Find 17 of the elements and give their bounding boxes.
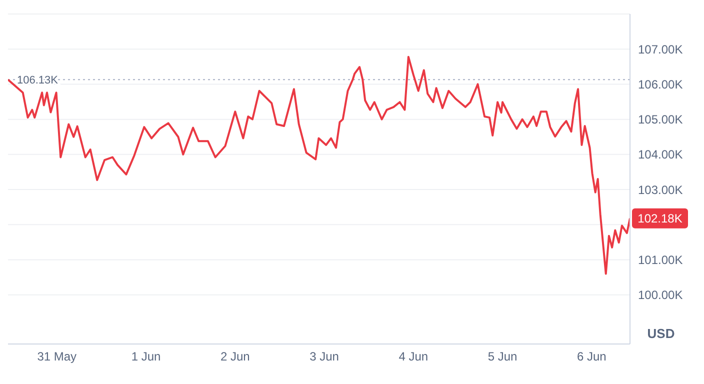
x-tick-label: 4 Jun	[398, 350, 428, 364]
x-tick-label: 6 Jun	[576, 350, 606, 364]
y-tick-label: 104.00K	[638, 148, 683, 162]
y-tick-label: 105.00K	[638, 112, 683, 127]
x-tick-label: 2 Jun	[220, 350, 250, 364]
x-tick-label: 1 Jun	[131, 350, 161, 364]
y-tick-label: 101.00K	[638, 253, 683, 268]
x-tick-label: 5 Jun	[488, 350, 518, 364]
y-tick-label: 106.00K	[638, 77, 683, 92]
y-axis-title: USD	[647, 326, 675, 341]
x-tick-label: 31 May	[37, 350, 77, 364]
y-tick-label: 103.00K	[638, 182, 683, 197]
ref-line-label: 106.13K	[17, 74, 59, 87]
x-tick-label: 3 Jun	[310, 350, 339, 364]
y-tick-label: 100.00K	[638, 288, 683, 302]
y-tick-label: 107.00K	[638, 42, 683, 56]
annotation: 102.18K	[638, 211, 682, 226]
